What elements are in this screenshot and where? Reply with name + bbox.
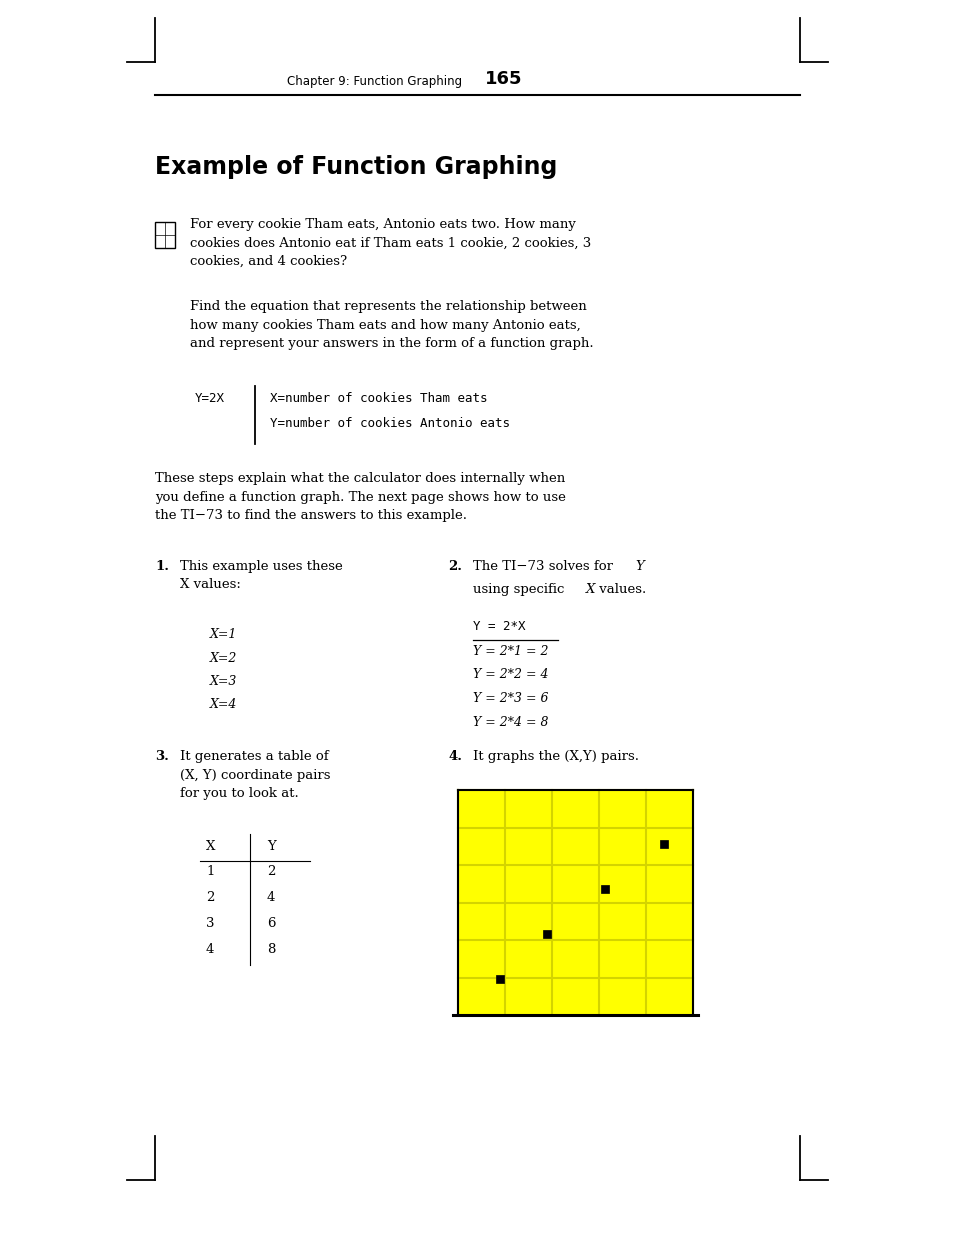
Text: 2: 2 (206, 890, 214, 904)
Text: Chapter 9: Function Graphing: Chapter 9: Function Graphing (287, 75, 461, 88)
Text: 165: 165 (484, 70, 522, 88)
Text: Y=2X: Y=2X (194, 391, 225, 405)
Text: This example uses these
X values:: This example uses these X values: (180, 559, 342, 592)
Text: Y: Y (635, 559, 643, 573)
Text: These steps explain what the calculator does internally when
you define a functi: These steps explain what the calculator … (154, 472, 565, 522)
Text: 6: 6 (267, 918, 275, 930)
Text: Y: Y (267, 840, 275, 853)
Text: 1.: 1. (154, 559, 169, 573)
Text: 3: 3 (206, 918, 214, 930)
Text: 4: 4 (206, 944, 214, 956)
Text: The TI−73 solves for: The TI−73 solves for (473, 559, 617, 573)
Text: X=3: X=3 (210, 676, 237, 688)
Text: 4: 4 (267, 890, 275, 904)
Text: X=4: X=4 (210, 699, 237, 711)
Text: values.: values. (595, 583, 646, 597)
Text: 2: 2 (267, 864, 275, 878)
Text: Y = 2*4 = 8: Y = 2*4 = 8 (473, 715, 548, 729)
Text: 2.: 2. (448, 559, 462, 573)
Text: Y = 2*3 = 6: Y = 2*3 = 6 (473, 692, 548, 705)
Text: X=1: X=1 (210, 629, 237, 641)
Bar (154, 222, 174, 248)
Text: 4.: 4. (448, 750, 462, 763)
Text: It generates a table of
(X, Y) coordinate pairs
for you to look at.: It generates a table of (X, Y) coordinat… (180, 750, 330, 800)
Text: Find the equation that represents the relationship between
how many cookies Tham: Find the equation that represents the re… (190, 300, 593, 350)
Text: 8: 8 (267, 944, 275, 956)
Text: 1: 1 (206, 864, 214, 878)
Text: Y = 2*2 = 4: Y = 2*2 = 4 (473, 668, 548, 682)
Text: Y = 2*X: Y = 2*X (473, 620, 525, 634)
Text: X=number of cookies Tham eats: X=number of cookies Tham eats (270, 391, 487, 405)
Text: Y=number of cookies Antonio eats: Y=number of cookies Antonio eats (270, 417, 510, 430)
Text: X=2: X=2 (210, 652, 237, 664)
Text: X: X (585, 583, 594, 597)
Text: It graphs the (X,Y) pairs.: It graphs the (X,Y) pairs. (473, 750, 639, 763)
Text: 3.: 3. (154, 750, 169, 763)
Bar (457, 790, 693, 1015)
Text: Y = 2*1 = 2: Y = 2*1 = 2 (473, 645, 548, 658)
Text: For every cookie Tham eats, Antonio eats two. How many
cookies does Antonio eat : For every cookie Tham eats, Antonio eats… (190, 219, 591, 268)
Text: Example of Function Graphing: Example of Function Graphing (154, 156, 557, 179)
Text: X: X (206, 840, 215, 853)
Text: using specific: using specific (473, 583, 568, 597)
